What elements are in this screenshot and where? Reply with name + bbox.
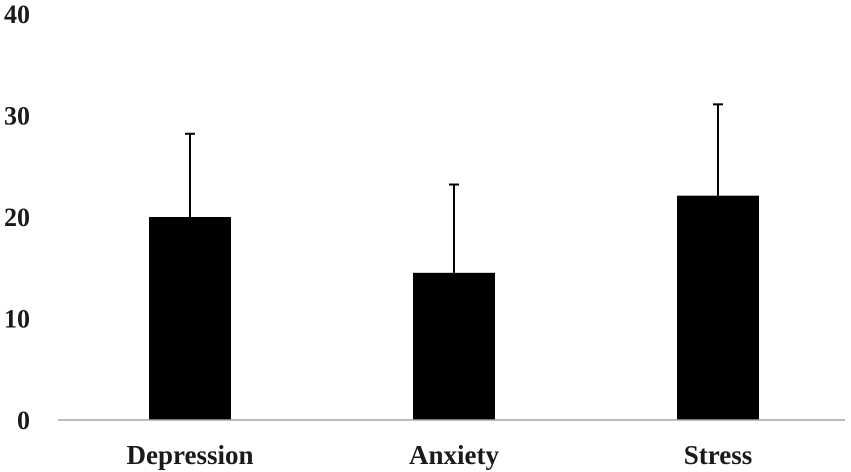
y-tick-label-30: 30 xyxy=(4,102,30,131)
x-category-label-depression: Depression xyxy=(126,440,253,470)
bar-depression xyxy=(149,217,231,420)
y-tick-label-20: 20 xyxy=(4,203,30,232)
bar-anxiety xyxy=(413,272,495,420)
y-tick-label-40: 40 xyxy=(4,0,30,29)
x-category-label-anxiety: Anxiety xyxy=(409,440,499,470)
y-tick-label-10: 10 xyxy=(4,305,30,334)
y-axis-tick-labels: 0 10 20 30 40 xyxy=(4,0,30,435)
error-bars-group xyxy=(185,103,723,273)
bar-stress xyxy=(677,195,759,420)
x-axis-category-labels: Depression Anxiety Stress xyxy=(126,440,752,470)
y-tick-label-0: 0 xyxy=(17,406,30,435)
x-category-label-stress: Stress xyxy=(684,440,753,470)
bars-group xyxy=(149,195,759,420)
